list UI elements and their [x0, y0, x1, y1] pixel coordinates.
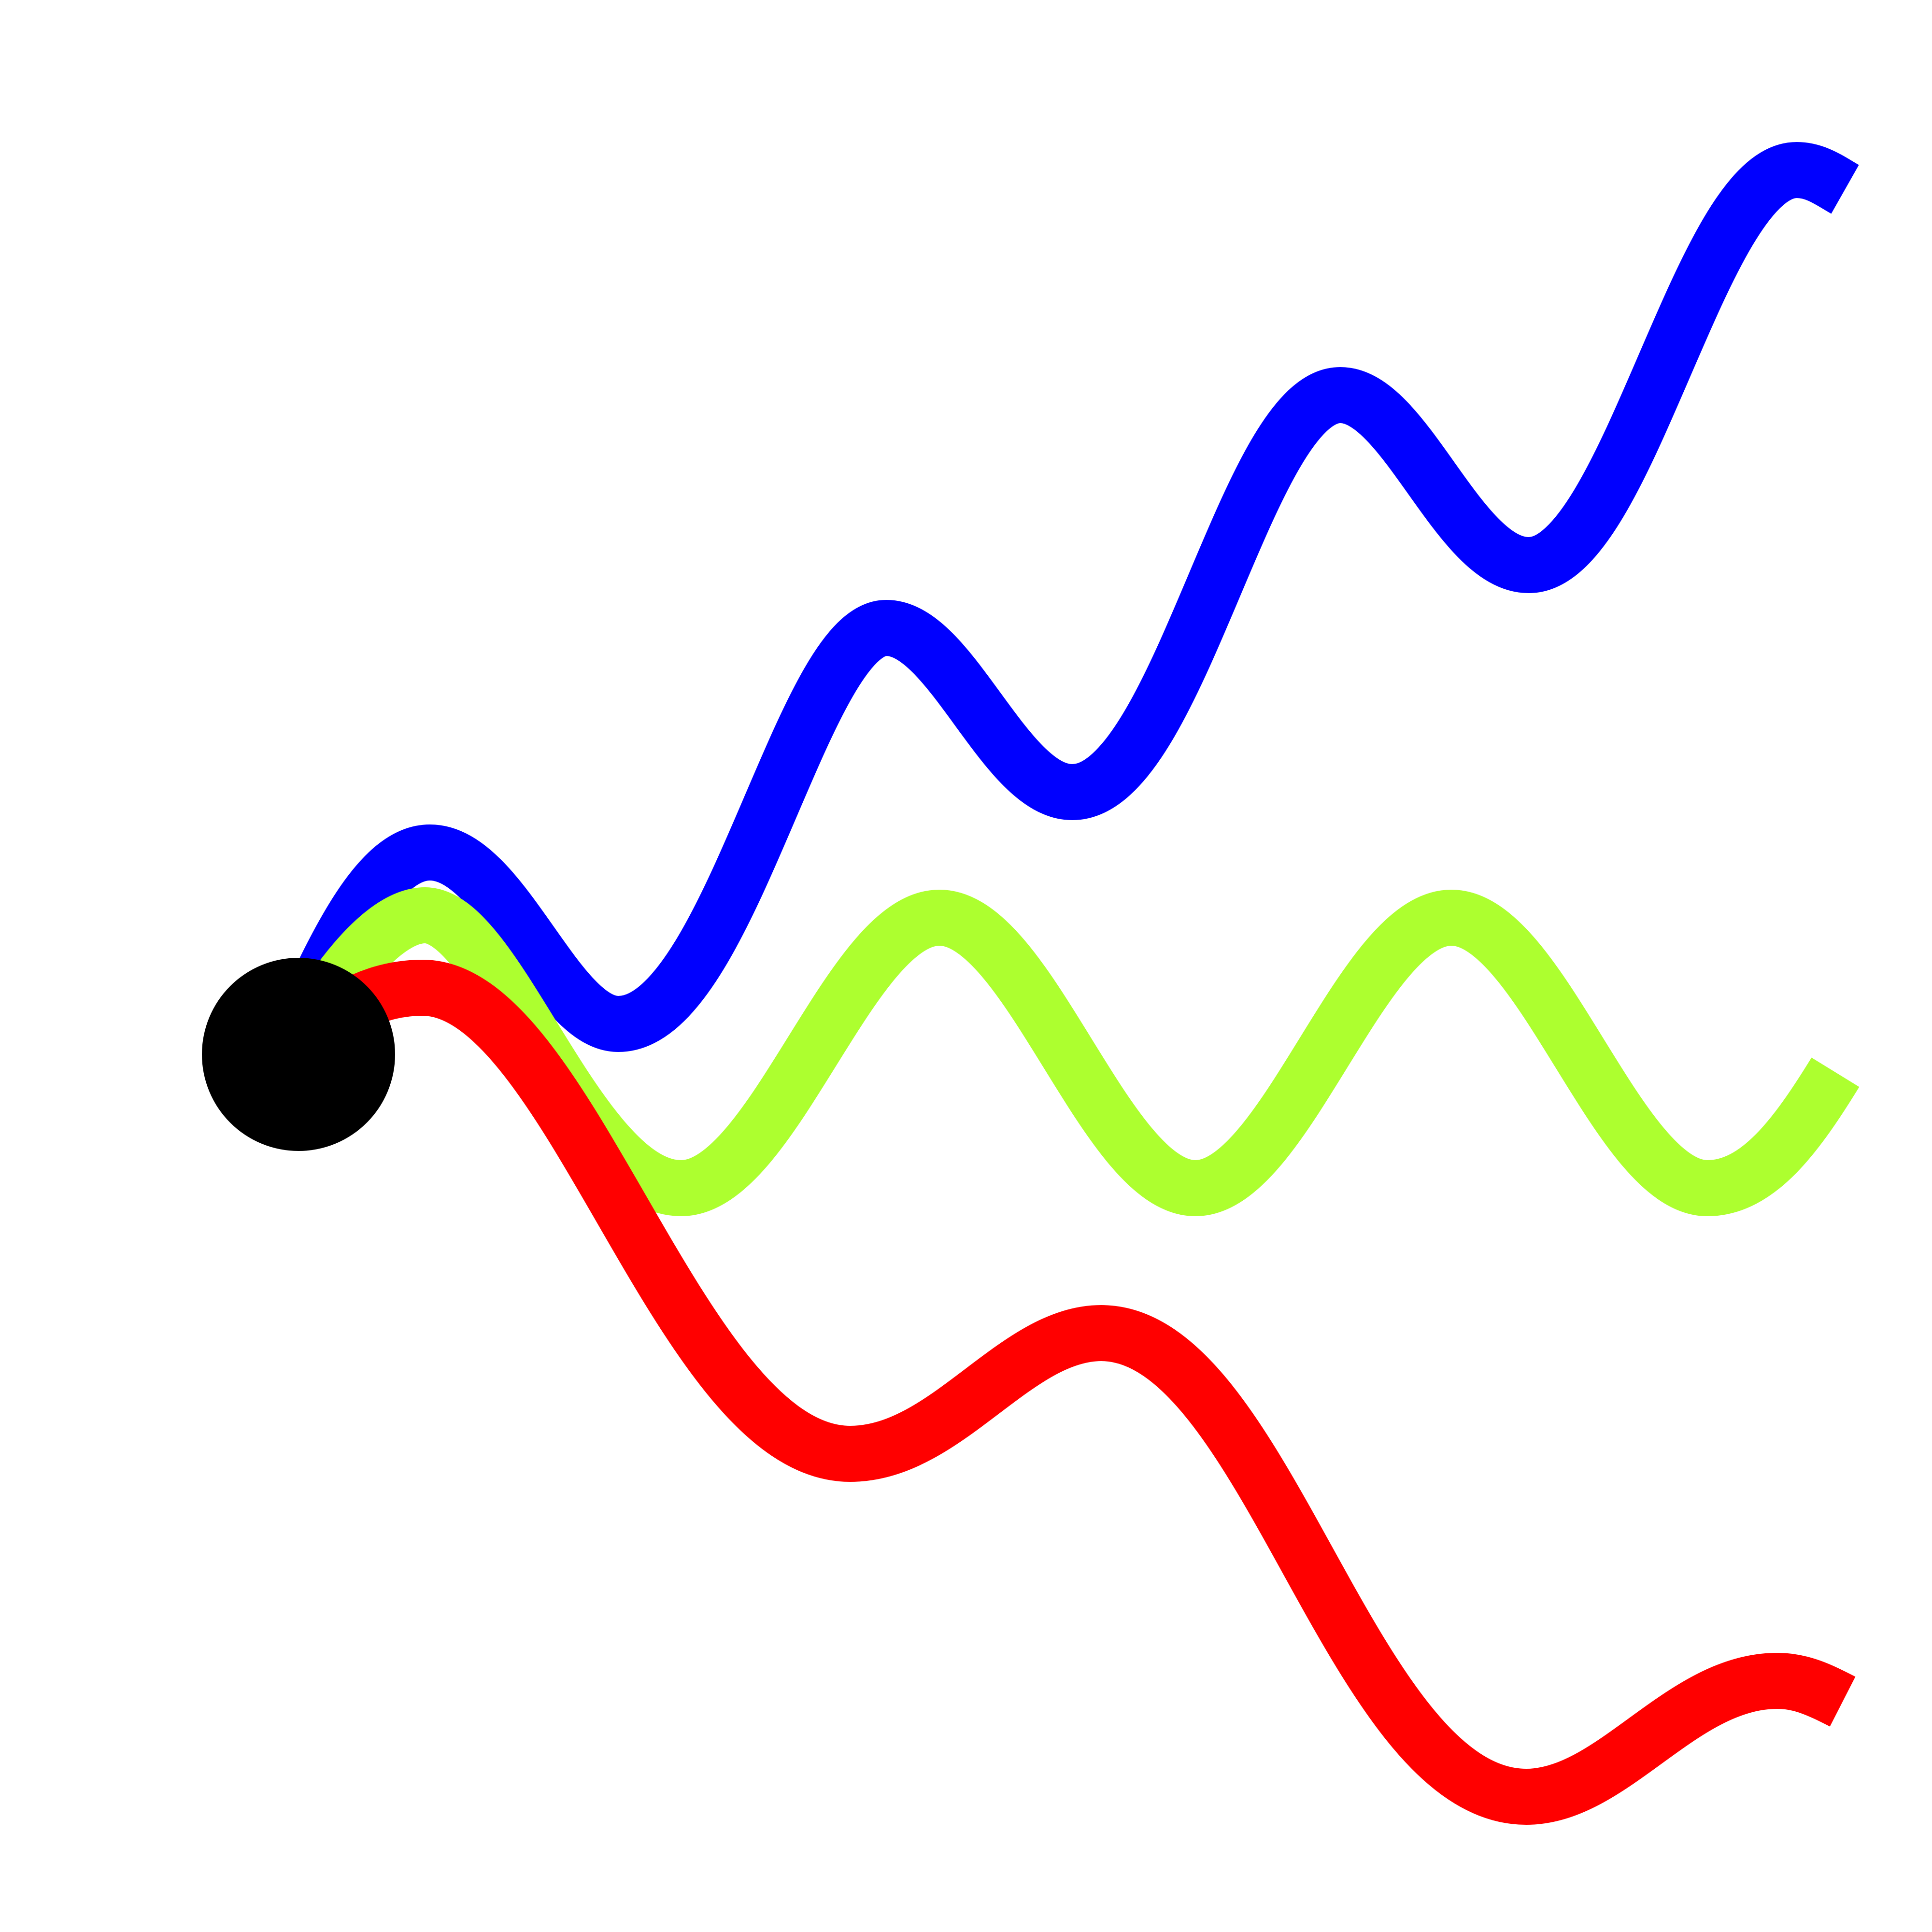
- blue-rising-wave: [271, 142, 1860, 1052]
- red-falling-wave: [322, 960, 1856, 1825]
- origin-dot: [202, 958, 395, 1151]
